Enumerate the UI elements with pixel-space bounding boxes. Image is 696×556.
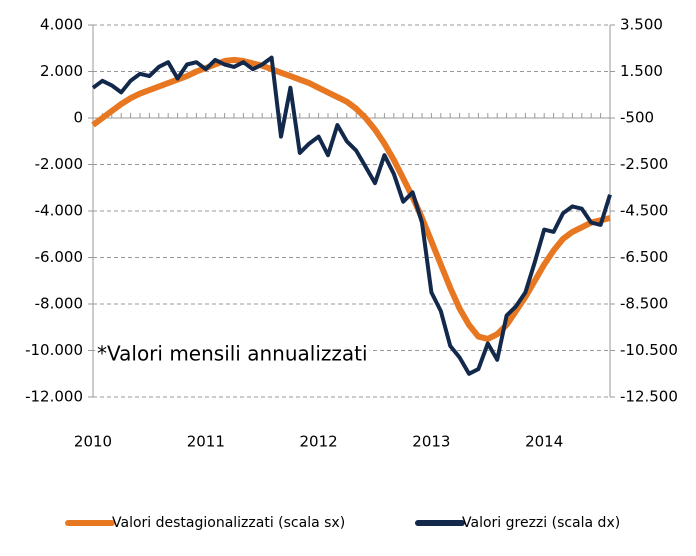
y2-tick-label: -2.500 [620,155,668,173]
x-tick-label: 2012 [300,433,338,451]
y2-tick-label: -6.500 [620,248,668,266]
y-tick-label: 0 [73,109,83,127]
y-tick-label: -4.000 [35,202,83,220]
y-tick-label: -6.000 [35,248,83,266]
line-series [91,55,612,376]
legend-label: Valori destagionalizzati (scala sx) [112,515,345,531]
y2-tick-label: -500 [620,109,654,127]
y-tick-label: -8.000 [35,295,83,313]
annotation-bg [95,341,370,366]
line-series [91,56,611,342]
y2-tick-label: -8.500 [620,295,668,313]
x-tick-label: 2013 [412,433,450,451]
annotation: *Valori mensili annualizzati [97,342,368,366]
y2-tick-label: 3.500 [620,16,663,34]
y-tick-label: -12.000 [25,388,83,406]
x-tick-label: 2011 [187,433,225,451]
y-tick-label: -2.000 [35,155,83,173]
y2-tick-label: -4.500 [620,202,668,220]
legend-label: Valori grezzi (scala dx) [462,515,620,531]
y-tick-label: -10.000 [25,341,83,359]
y2-tick-label: 1.500 [620,62,663,80]
y2-tick-label: -12.500 [620,388,678,406]
x-tick-label: 2014 [525,433,563,451]
x-tick-label: 2010 [74,433,112,451]
y-tick-label: 2.000 [40,62,83,80]
y2-tick-label: -10.500 [620,341,678,359]
y-tick-label: 4.000 [40,16,83,34]
